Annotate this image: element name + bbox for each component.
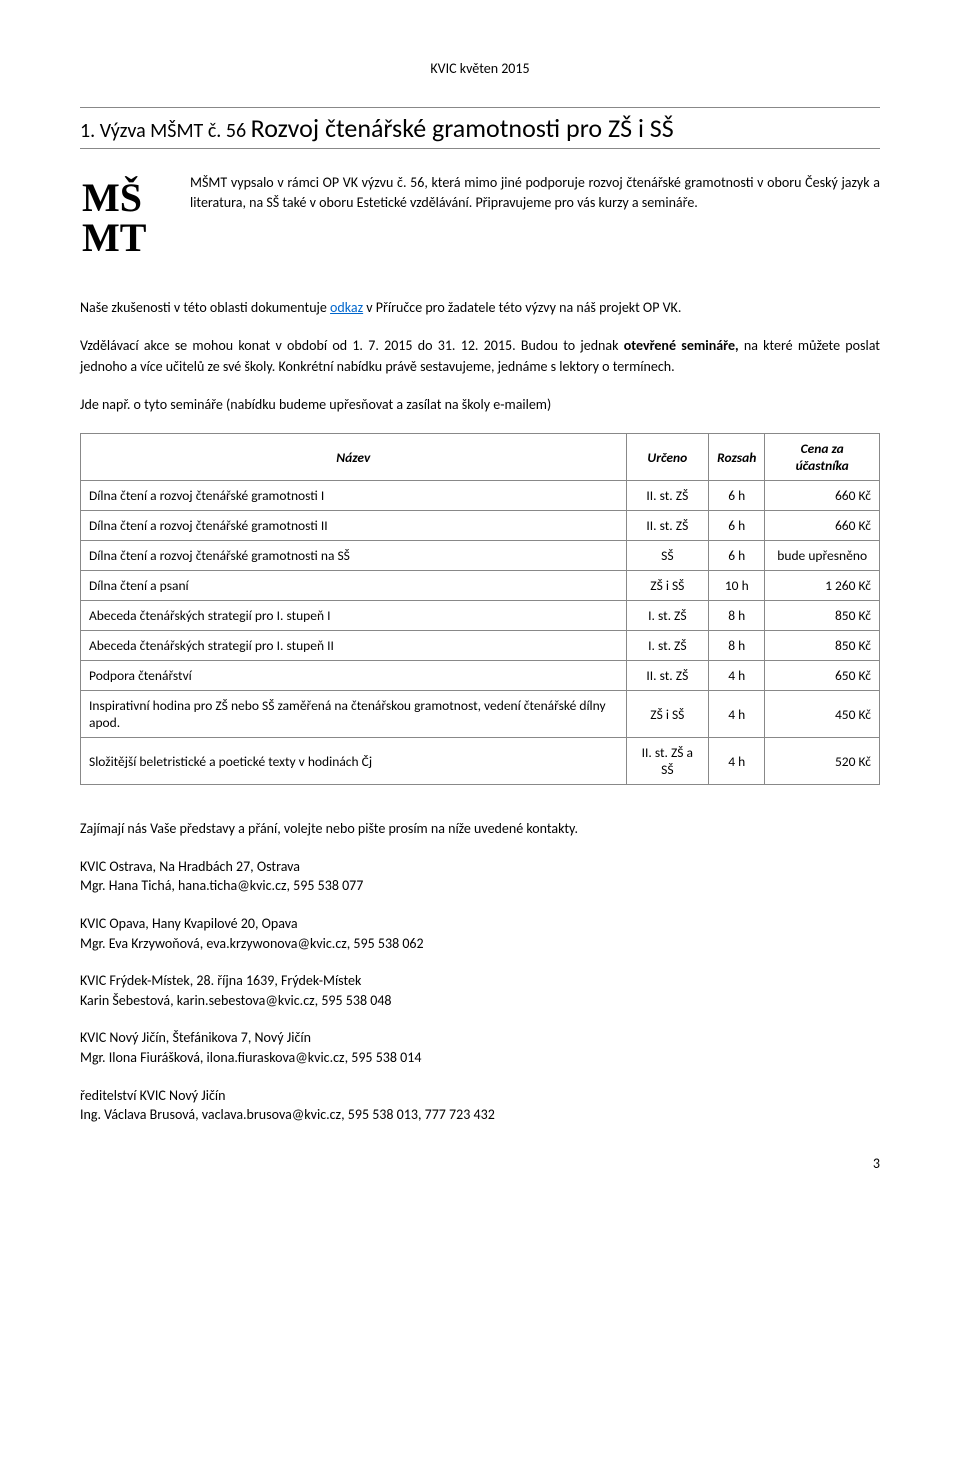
cell-rozsah: 6 h (709, 541, 765, 571)
cell-name: Dílna čtení a rozvoj čtenářské gramotnos… (81, 541, 627, 571)
contact-line: Ing. Václava Brusová, vaclava.brusova@kv… (80, 1105, 880, 1125)
contacts-section: Zajímají nás Vaše představy a přání, vol… (80, 819, 880, 1125)
cell-cena: 850 Kč (765, 631, 880, 661)
svg-text:MŠ: MŠ (82, 175, 142, 220)
contacts-intro: Zajímají nás Vaše představy a přání, vol… (80, 819, 880, 839)
cell-urceno: I. st. ZŠ (626, 601, 709, 631)
p1-text-b: v Příručce pro žadatele této výzvy na ná… (363, 299, 681, 316)
intro-row: MŠ MT MŠMT vypsalo v rámci OP VK výzvu č… (80, 173, 880, 268)
cell-name: Dílna čtení a rozvoj čtenářské gramotnos… (81, 481, 627, 511)
page-header: KVIC květen 2015 (80, 60, 880, 77)
cell-name: Dílna čtení a rozvoj čtenářské gramotnos… (81, 511, 627, 541)
col-urceno: Určeno (626, 434, 709, 481)
contact-block: KVIC Nový Jičín, Štefánikova 7, Nový Jič… (80, 1028, 880, 1067)
cell-rozsah: 10 h (709, 571, 765, 601)
cell-urceno: ZŠ i SŠ (626, 691, 709, 738)
title-prefix: 1. Výzva MŠMT č. 56 (80, 119, 251, 143)
contact-line: Mgr. Hana Tichá, hana.ticha@kvic.cz, 595… (80, 876, 880, 896)
cell-rozsah: 6 h (709, 511, 765, 541)
cell-cena: 650 Kč (765, 661, 880, 691)
contact-line: KVIC Nový Jičín, Štefánikova 7, Nový Jič… (80, 1028, 880, 1048)
cell-cena: 520 Kč (765, 738, 880, 785)
cell-urceno: II. st. ZŠ a SŠ (626, 738, 709, 785)
table-row: Dílna čtení a rozvoj čtenářské gramotnos… (81, 481, 880, 511)
contact-line: ředitelství KVIC Nový Jičín (80, 1086, 880, 1106)
cell-rozsah: 8 h (709, 601, 765, 631)
contacts-list: KVIC Ostrava, Na Hradbách 27, OstravaMgr… (80, 857, 880, 1125)
col-name: Název (81, 434, 627, 481)
contact-block: ředitelství KVIC Nový JičínIng. Václava … (80, 1086, 880, 1125)
cell-name: Inspirativní hodina pro ZŠ nebo SŠ zaměř… (81, 691, 627, 738)
contact-line: Mgr. Ilona Fiurášková, ilona.fiuraskova@… (80, 1048, 880, 1068)
cell-name: Abeceda čtenářských strategií pro I. stu… (81, 601, 627, 631)
cell-cena: 450 Kč (765, 691, 880, 738)
paragraph-2: Vzdělávací akce se mohou konat v období … (80, 336, 880, 377)
contact-block: KVIC Opava, Hany Kvapilové 20, OpavaMgr.… (80, 914, 880, 953)
contact-block: KVIC Frýdek-Místek, 28. října 1639, Frýd… (80, 971, 880, 1010)
contact-line: Karin Šebestová, karin.sebestova@kvic.cz… (80, 991, 880, 1011)
cell-rozsah: 6 h (709, 481, 765, 511)
cell-name: Složitější beletristické a poetické text… (81, 738, 627, 785)
cell-urceno: II. st. ZŠ (626, 511, 709, 541)
cell-urceno: ZŠ i SŠ (626, 571, 709, 601)
cell-cena: 1 260 Kč (765, 571, 880, 601)
cell-urceno: II. st. ZŠ (626, 481, 709, 511)
document-page: KVIC květen 2015 1. Výzva MŠMT č. 56 Roz… (0, 0, 960, 1212)
contact-line: KVIC Ostrava, Na Hradbách 27, Ostrava (80, 857, 880, 877)
table-row: Složitější beletristické a poetické text… (81, 738, 880, 785)
contact-line: KVIC Opava, Hany Kvapilové 20, Opava (80, 914, 880, 934)
table-row: Dílna čtení a rozvoj čtenářské gramotnos… (81, 511, 880, 541)
cell-cena: 850 Kč (765, 601, 880, 631)
svg-text:MT: MT (82, 215, 147, 260)
table-row: Inspirativní hodina pro ZŠ nebo SŠ zaměř… (81, 691, 880, 738)
contact-line: KVIC Frýdek-Místek, 28. října 1639, Frýd… (80, 971, 880, 991)
cell-urceno: I. st. ZŠ (626, 631, 709, 661)
contact-block: KVIC Ostrava, Na Hradbách 27, OstravaMgr… (80, 857, 880, 896)
courses-table: Název Určeno Rozsah Cena za účastníka Dí… (80, 433, 880, 785)
table-row: Dílna čtení a psaníZŠ i SŠ10 h1 260 Kč (81, 571, 880, 601)
cell-rozsah: 4 h (709, 738, 765, 785)
cell-rozsah: 4 h (709, 691, 765, 738)
p1-text-a: Naše zkušenosti v této oblasti dokumentu… (80, 299, 330, 316)
section-title: 1. Výzva MŠMT č. 56 Rozvoj čtenářské gra… (80, 107, 880, 149)
p2-bold: otevřené semináře, (624, 337, 739, 354)
cell-cena: bude upřesněno (765, 541, 880, 571)
cell-name: Podpora čtenářství (81, 661, 627, 691)
title-main: Rozvoj čtenářské gramotnosti pro ZŠ i SŠ (251, 112, 674, 144)
col-rozsah: Rozsah (709, 434, 765, 481)
cell-cena: 660 Kč (765, 481, 880, 511)
paragraph-1: Naše zkušenosti v této oblasti dokumentu… (80, 298, 880, 318)
table-body: Dílna čtení a rozvoj čtenářské gramotnos… (81, 481, 880, 785)
cell-rozsah: 8 h (709, 631, 765, 661)
contact-line: Mgr. Eva Krzywoňová, eva.krzywonova@kvic… (80, 934, 880, 954)
col-cena: Cena za účastníka (765, 434, 880, 481)
cell-rozsah: 4 h (709, 661, 765, 691)
table-header-row: Název Určeno Rozsah Cena za účastníka (81, 434, 880, 481)
table-row: Abeceda čtenářských strategií pro I. stu… (81, 601, 880, 631)
paragraph-3: Jde např. o tyto semináře (nabídku budem… (80, 395, 880, 415)
p2-text-a: Vzdělávací akce se mohou konat v období … (80, 337, 624, 354)
cell-urceno: SŠ (626, 541, 709, 571)
cell-cena: 660 Kč (765, 511, 880, 541)
intro-text: MŠMT vypsalo v rámci OP VK výzvu č. 56, … (190, 173, 880, 268)
cell-name: Abeceda čtenářských strategií pro I. stu… (81, 631, 627, 661)
table-row: Abeceda čtenářských strategií pro I. stu… (81, 631, 880, 661)
table-row: Dílna čtení a rozvoj čtenářské gramotnos… (81, 541, 880, 571)
cell-name: Dílna čtení a psaní (81, 571, 627, 601)
page-number: 3 (80, 1155, 880, 1172)
table-row: Podpora čtenářstvíII. st. ZŠ4 h650 Kč (81, 661, 880, 691)
odkaz-link[interactable]: odkaz (330, 299, 363, 316)
cell-urceno: II. st. ZŠ (626, 661, 709, 691)
msmt-logo: MŠ MT (80, 173, 170, 268)
